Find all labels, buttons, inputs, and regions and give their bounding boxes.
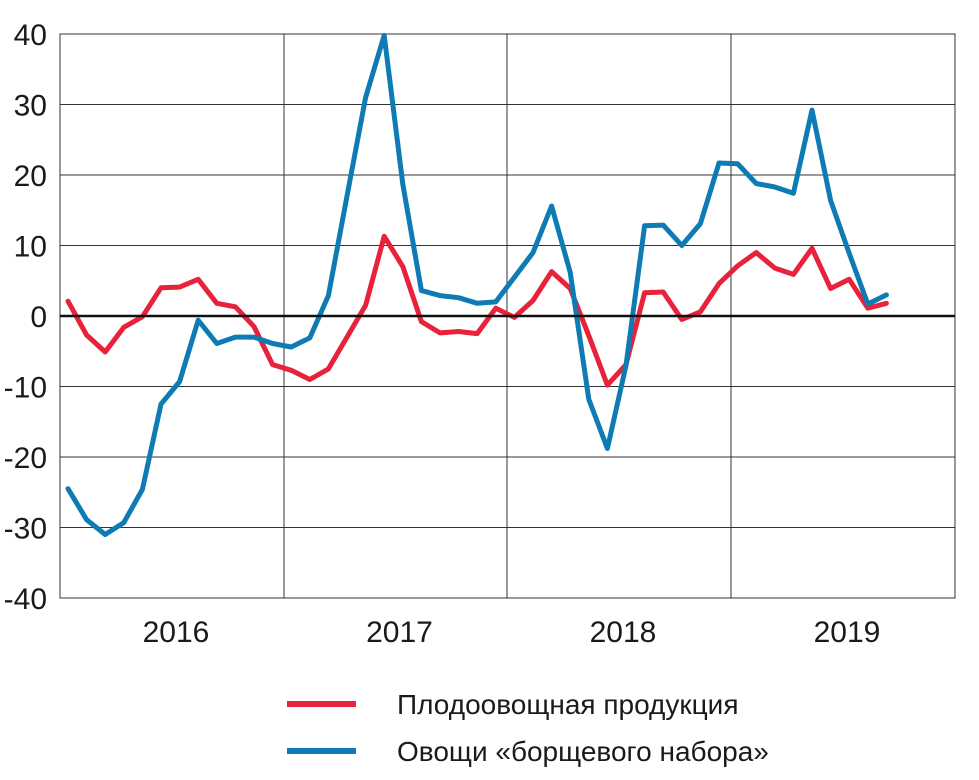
series-line-2 — [65, 32, 889, 537]
y-tick-label: -10 — [4, 372, 47, 405]
x-tick-label: 2017 — [366, 616, 433, 649]
y-tick-label: 20 — [14, 160, 47, 193]
y-tick-label: -20 — [4, 442, 47, 475]
y-tick-label: 30 — [14, 90, 47, 123]
series-group — [60, 32, 955, 537]
y-tick-label: 0 — [30, 301, 47, 334]
y-tick-label: -40 — [4, 583, 47, 616]
x-axis: 2016 2017 2018 2019 — [143, 616, 881, 649]
y-tick-label: 10 — [14, 231, 47, 264]
series-line-1 — [65, 233, 889, 388]
x-tick-label: 2019 — [814, 616, 881, 649]
y-tick-label: -30 — [4, 513, 47, 546]
y-axis: -40 -30 -20 -10 0 10 20 30 40 — [4, 19, 47, 616]
legend: Плодоовощная продукция Овощи «борщевого н… — [287, 689, 769, 767]
x-tick-label: 2016 — [143, 616, 210, 649]
x-tick-label: 2018 — [590, 616, 657, 649]
legend-label-1: Плодоовощная продукция — [397, 689, 738, 720]
legend-label-2: Овощи «борщевого набора» — [397, 736, 769, 767]
grid — [59, 33, 956, 599]
y-tick-label: 40 — [14, 19, 47, 52]
